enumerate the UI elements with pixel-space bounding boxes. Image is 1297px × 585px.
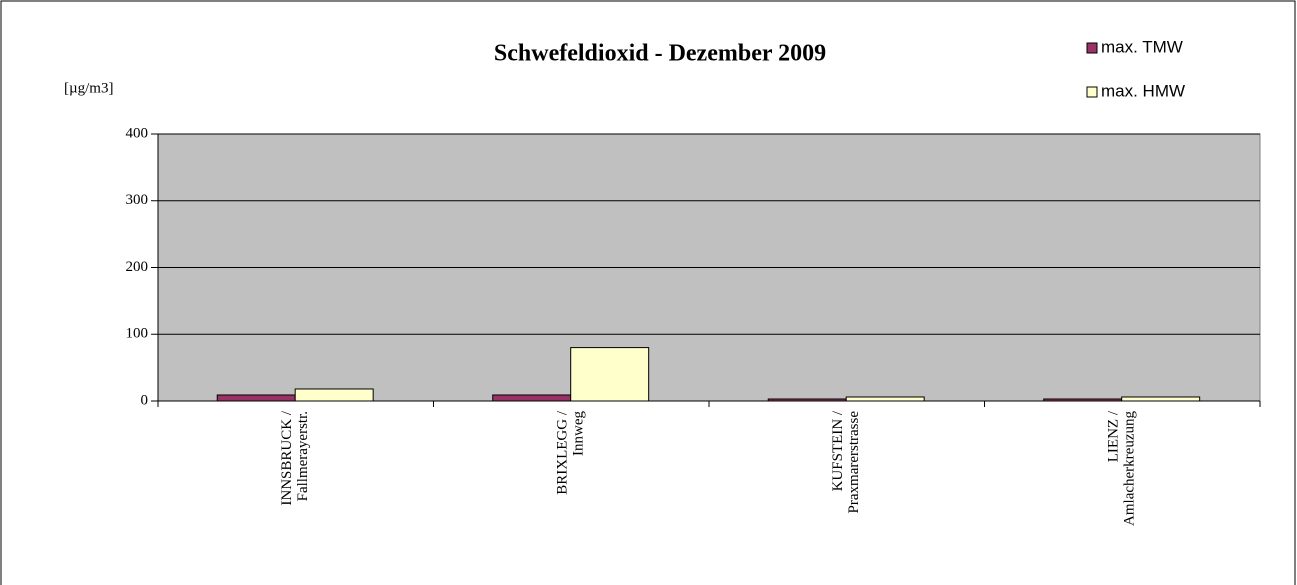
- bar: [294, 388, 374, 402]
- bar: [845, 396, 925, 402]
- x-tick-label: LIENZ /: [1106, 410, 1122, 462]
- bar: [216, 394, 296, 402]
- x-tick-label: Amlacherkreuzung: [1122, 411, 1138, 526]
- chart-title: Schwefeldioxid - Dezember 2009: [494, 41, 826, 67]
- y-tick-label: 0: [141, 392, 149, 408]
- x-tick-label: Fallmerayerstr.: [295, 411, 311, 501]
- legend-swatch: [1086, 42, 1098, 54]
- bar: [1121, 396, 1201, 402]
- bar: [767, 398, 847, 402]
- legend-swatch: [1086, 86, 1098, 98]
- x-tick-label: Innweg: [571, 411, 587, 456]
- x-tick-label: INNSBRUCK /: [279, 410, 295, 505]
- y-tick-label: 200: [126, 259, 149, 275]
- bar: [1043, 398, 1123, 402]
- x-tick-label: KUFSTEIN /: [830, 410, 846, 491]
- legend-label: max. TMW: [1101, 37, 1183, 56]
- y-tick-label: 400: [126, 125, 149, 141]
- x-tick-label: BRIXLEGG /: [555, 410, 571, 495]
- y-tick-label: 300: [126, 192, 149, 208]
- x-tick-label: Praxmarerstrasse: [846, 411, 862, 514]
- y-axis-label: [µg/m3]: [64, 80, 113, 96]
- y-tick-label: 100: [126, 326, 149, 342]
- bar: [570, 347, 650, 402]
- bar: [492, 394, 572, 402]
- legend-label: max. HMW: [1101, 81, 1185, 100]
